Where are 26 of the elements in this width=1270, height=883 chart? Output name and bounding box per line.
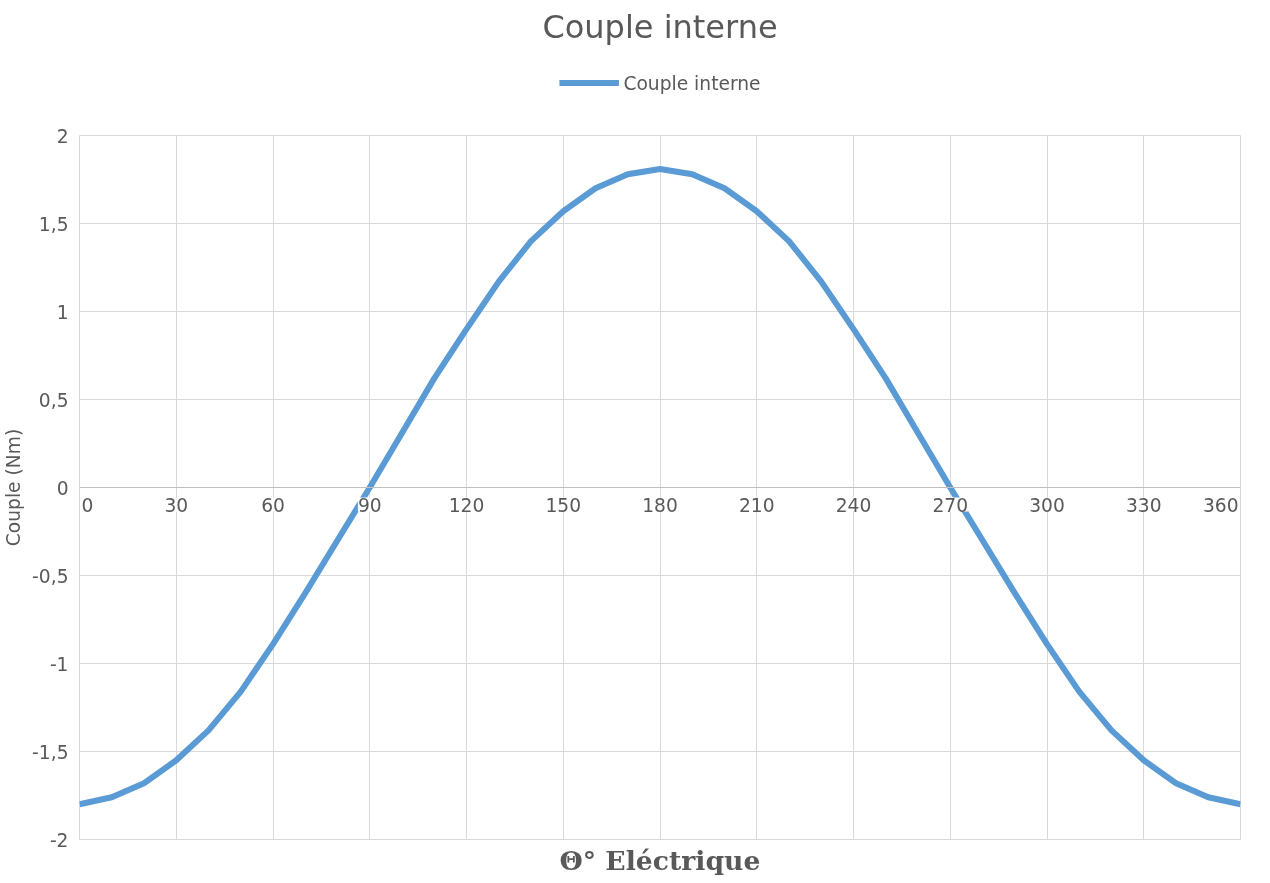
x-axis-title: Θ° Eléctrique <box>559 844 761 876</box>
x-tick-label: 30 <box>164 494 189 516</box>
x-tick-label: 180 <box>642 494 678 516</box>
x-tick-label: 210 <box>738 494 775 516</box>
chart-title: Couple interne <box>542 7 778 46</box>
x-tick-label: 150 <box>545 494 582 516</box>
legend-label: Couple interne <box>623 72 761 93</box>
x-tick-label: 60 <box>261 494 285 516</box>
y-tick-label: 0 <box>56 477 69 499</box>
x-tick-label: 300 <box>1029 494 1065 516</box>
y-tick-label: 0,5 <box>38 389 69 411</box>
x-tick-label: 0 <box>81 494 94 516</box>
y-axis-title: Couple (Nm) <box>3 428 25 547</box>
y-tick-label: -0,5 <box>32 565 69 587</box>
x-tick-label: 120 <box>448 494 485 516</box>
x-tick-label: 270 <box>932 494 969 516</box>
y-tick-label: 1 <box>56 301 69 323</box>
x-tick-label: 330 <box>1125 494 1162 516</box>
y-tick-label: 1,5 <box>38 213 69 235</box>
x-tick-label: 90 <box>357 494 382 516</box>
y-tick-label: -1,5 <box>32 741 69 763</box>
y-tick-label: -2 <box>49 829 69 851</box>
y-tick-label: 2 <box>56 125 69 147</box>
x-tick-label: 240 <box>835 494 872 516</box>
x-tick-label: 360 <box>1202 494 1239 516</box>
y-tick-label: -1 <box>49 653 69 675</box>
